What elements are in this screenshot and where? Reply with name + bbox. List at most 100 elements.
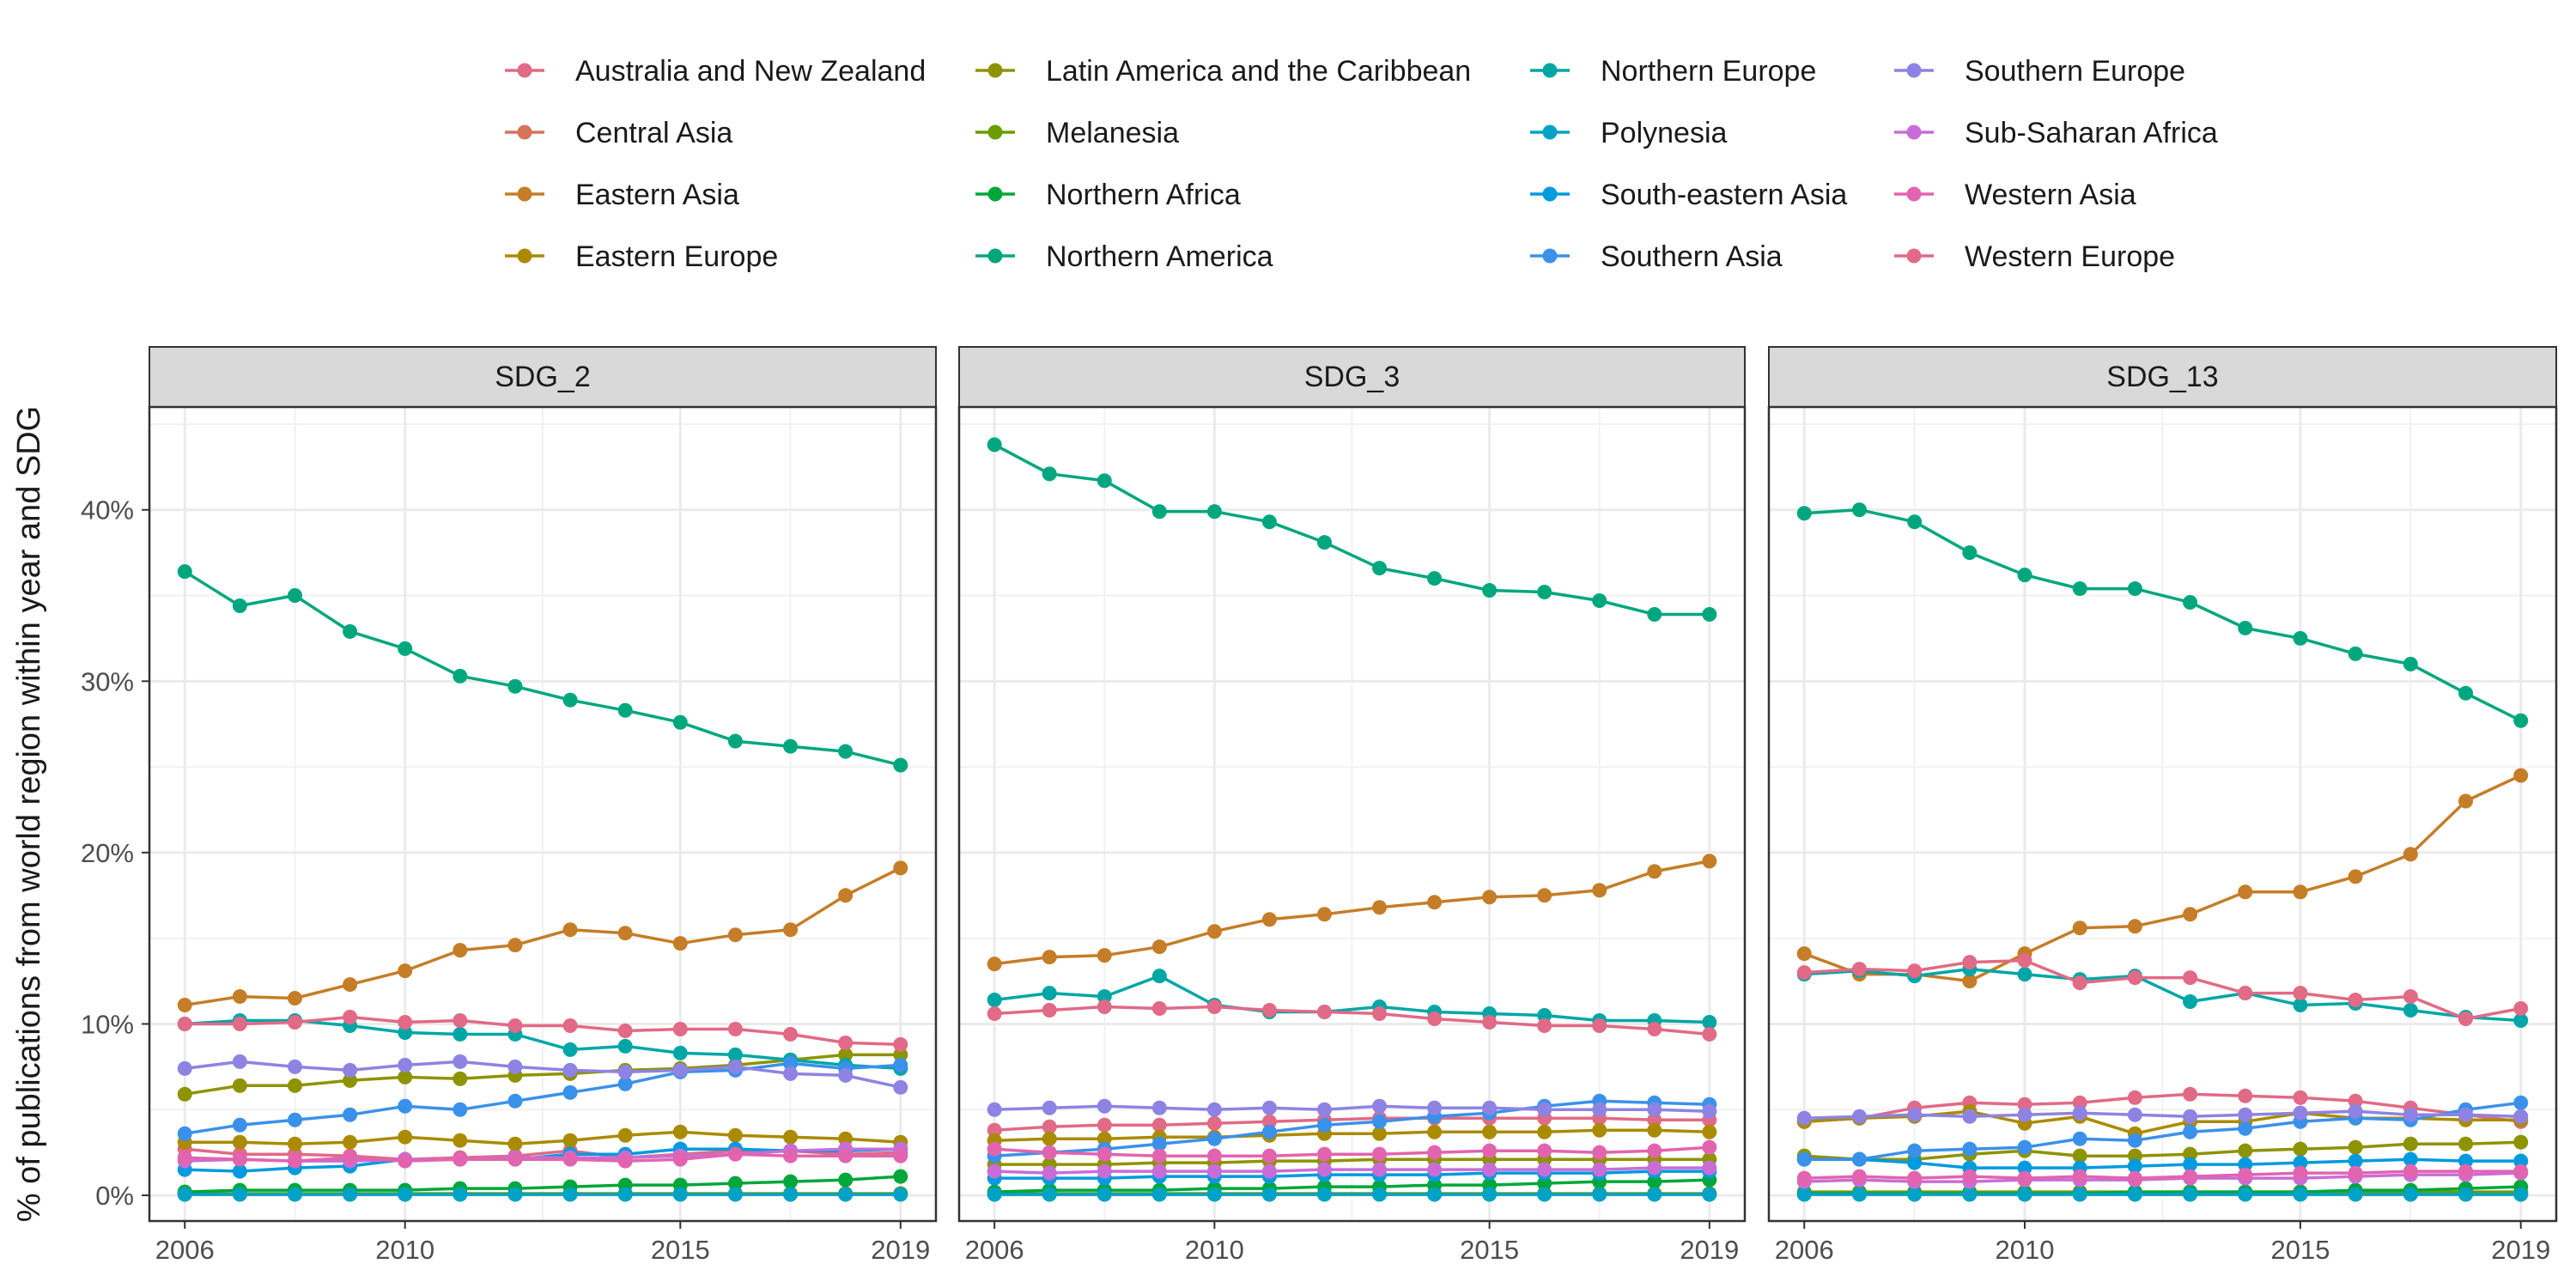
data-point — [1962, 545, 1978, 561]
data-point — [1962, 1187, 1978, 1202]
data-point — [2127, 1107, 2142, 1122]
series-line — [994, 1128, 1710, 1142]
facet-strip-label: SDG_13 — [2106, 361, 2218, 393]
series-sub-saharan-africa — [987, 1160, 1717, 1181]
legend-marker — [1906, 125, 1922, 140]
data-point — [1316, 1117, 1332, 1133]
facet-strip-label: SDG_2 — [495, 361, 591, 393]
data-point — [2017, 953, 2032, 969]
data-point — [1702, 606, 1717, 622]
data-point — [672, 936, 688, 951]
series-polynesia — [1796, 1187, 2529, 1202]
legend: Australia and New Zealand Central Asia Eas… — [505, 55, 2218, 273]
facet-panels: SDG_2 2006 2010 2015 2019 0% 10% 20% 30% 40% SDG_3… — [81, 346, 2558, 1265]
data-point — [232, 989, 247, 1005]
data-point — [343, 1010, 358, 1025]
data-point — [2238, 620, 2253, 635]
legend-item-australia-and-new-zealand: Australia and New Zealand — [505, 55, 926, 88]
data-point — [1427, 1100, 1443, 1115]
data-point — [1907, 514, 1923, 530]
data-point — [838, 888, 854, 903]
legend-marker — [1906, 248, 1922, 264]
data-point — [987, 1006, 1002, 1022]
data-point — [2403, 1003, 2418, 1018]
legend-label: Western Europe — [1965, 240, 2175, 273]
legend-label: Polynesia — [1601, 117, 1728, 149]
data-point — [2238, 1143, 2253, 1158]
series-line — [184, 570, 902, 767]
data-point — [2348, 1153, 2363, 1169]
data-point — [2017, 967, 2032, 982]
facet-strip-label: SDG_3 — [1304, 361, 1400, 393]
data-point — [507, 1059, 523, 1074]
data-point — [617, 926, 633, 941]
data-point — [2293, 1155, 2308, 1170]
data-point — [177, 1060, 192, 1076]
series-line — [994, 1170, 1710, 1180]
data-point — [987, 957, 1002, 972]
data-point — [1042, 1165, 1057, 1181]
data-point — [2513, 1109, 2529, 1124]
data-point — [893, 757, 908, 773]
x-tick-label: 2019 — [871, 1235, 930, 1265]
data-point — [1097, 1117, 1112, 1133]
data-point — [1647, 1187, 1662, 1202]
data-point — [838, 1187, 854, 1202]
data-point — [2513, 1187, 2529, 1202]
data-point — [783, 1129, 799, 1145]
data-point — [2293, 1187, 2308, 1202]
data-point — [2238, 1167, 2253, 1182]
data-point — [1206, 1148, 1222, 1163]
data-point — [1796, 965, 1812, 981]
data-point — [1907, 1107, 1923, 1122]
data-point — [453, 1187, 468, 1202]
data-point — [1206, 999, 1222, 1015]
data-point — [453, 1054, 468, 1069]
legend-item-northern-africa: Northern Africa — [975, 179, 1241, 211]
data-point — [1702, 854, 1717, 869]
data-point — [2183, 595, 2198, 611]
legend-marker — [987, 186, 1003, 202]
data-point — [1647, 1112, 1662, 1127]
data-point — [838, 1035, 854, 1050]
data-point — [987, 1122, 1002, 1138]
data-point — [1261, 1003, 1277, 1018]
legend-marker — [1542, 186, 1558, 202]
y-tick-label: 20% — [81, 838, 134, 868]
data-point — [2127, 1090, 2142, 1105]
data-point — [562, 1018, 578, 1033]
data-point — [1427, 1145, 1443, 1160]
data-point — [232, 1151, 247, 1167]
data-point — [893, 1057, 908, 1072]
data-point — [1907, 963, 1923, 979]
data-point — [1427, 1187, 1443, 1202]
data-point — [2403, 656, 2418, 671]
data-point — [783, 1066, 799, 1081]
series-line — [1804, 958, 2522, 1021]
data-point — [1316, 907, 1332, 922]
data-point — [1042, 1145, 1057, 1160]
series-line — [184, 1060, 902, 1090]
data-point — [2403, 1163, 2418, 1179]
legend-marker — [517, 248, 532, 264]
data-point — [287, 1078, 302, 1093]
data-point — [398, 641, 413, 656]
data-point — [2458, 1153, 2474, 1169]
legend-label: Sub-Saharan Africa — [1965, 117, 2218, 149]
series-polynesia — [987, 1187, 1717, 1202]
series-line — [1804, 1170, 2521, 1180]
data-point — [2072, 1095, 2087, 1110]
data-point — [987, 993, 1002, 1008]
data-point — [232, 1054, 247, 1069]
data-point — [2458, 1011, 2474, 1026]
data-point — [2293, 1105, 2308, 1121]
legend-label: Eastern Europe — [575, 240, 778, 273]
data-point — [893, 1047, 908, 1062]
data-point — [398, 1024, 413, 1040]
series-western-europe — [987, 999, 1717, 1042]
data-point — [507, 1187, 523, 1202]
series-line — [993, 443, 1710, 617]
series-northern-america — [1796, 502, 2529, 728]
data-point — [1151, 939, 1167, 955]
data-point — [1702, 1103, 1717, 1119]
